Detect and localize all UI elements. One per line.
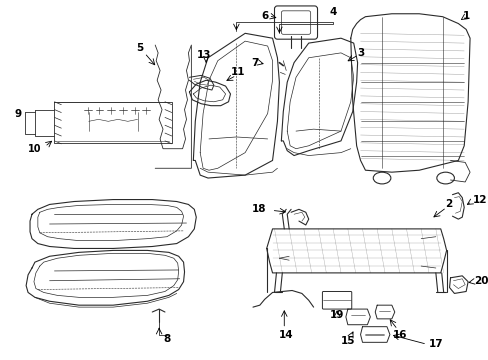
Text: 9: 9: [15, 108, 22, 118]
Text: 16: 16: [391, 329, 406, 339]
Text: 18: 18: [252, 204, 266, 214]
Text: 19: 19: [329, 310, 344, 320]
Text: 14: 14: [278, 329, 293, 339]
Text: 4: 4: [329, 7, 336, 17]
Text: 7: 7: [251, 58, 258, 68]
Text: 1: 1: [462, 11, 469, 21]
Text: 5: 5: [136, 43, 143, 53]
Text: 3: 3: [356, 48, 364, 58]
Text: 10: 10: [28, 144, 41, 154]
Text: 11: 11: [231, 67, 245, 77]
Text: 8: 8: [163, 334, 170, 345]
Text: 2: 2: [444, 199, 451, 210]
Text: 17: 17: [428, 339, 443, 349]
Text: 15: 15: [340, 336, 354, 346]
Text: 13: 13: [197, 50, 211, 60]
Text: 6: 6: [261, 11, 268, 21]
Text: 20: 20: [473, 276, 488, 286]
Text: 12: 12: [472, 194, 487, 204]
